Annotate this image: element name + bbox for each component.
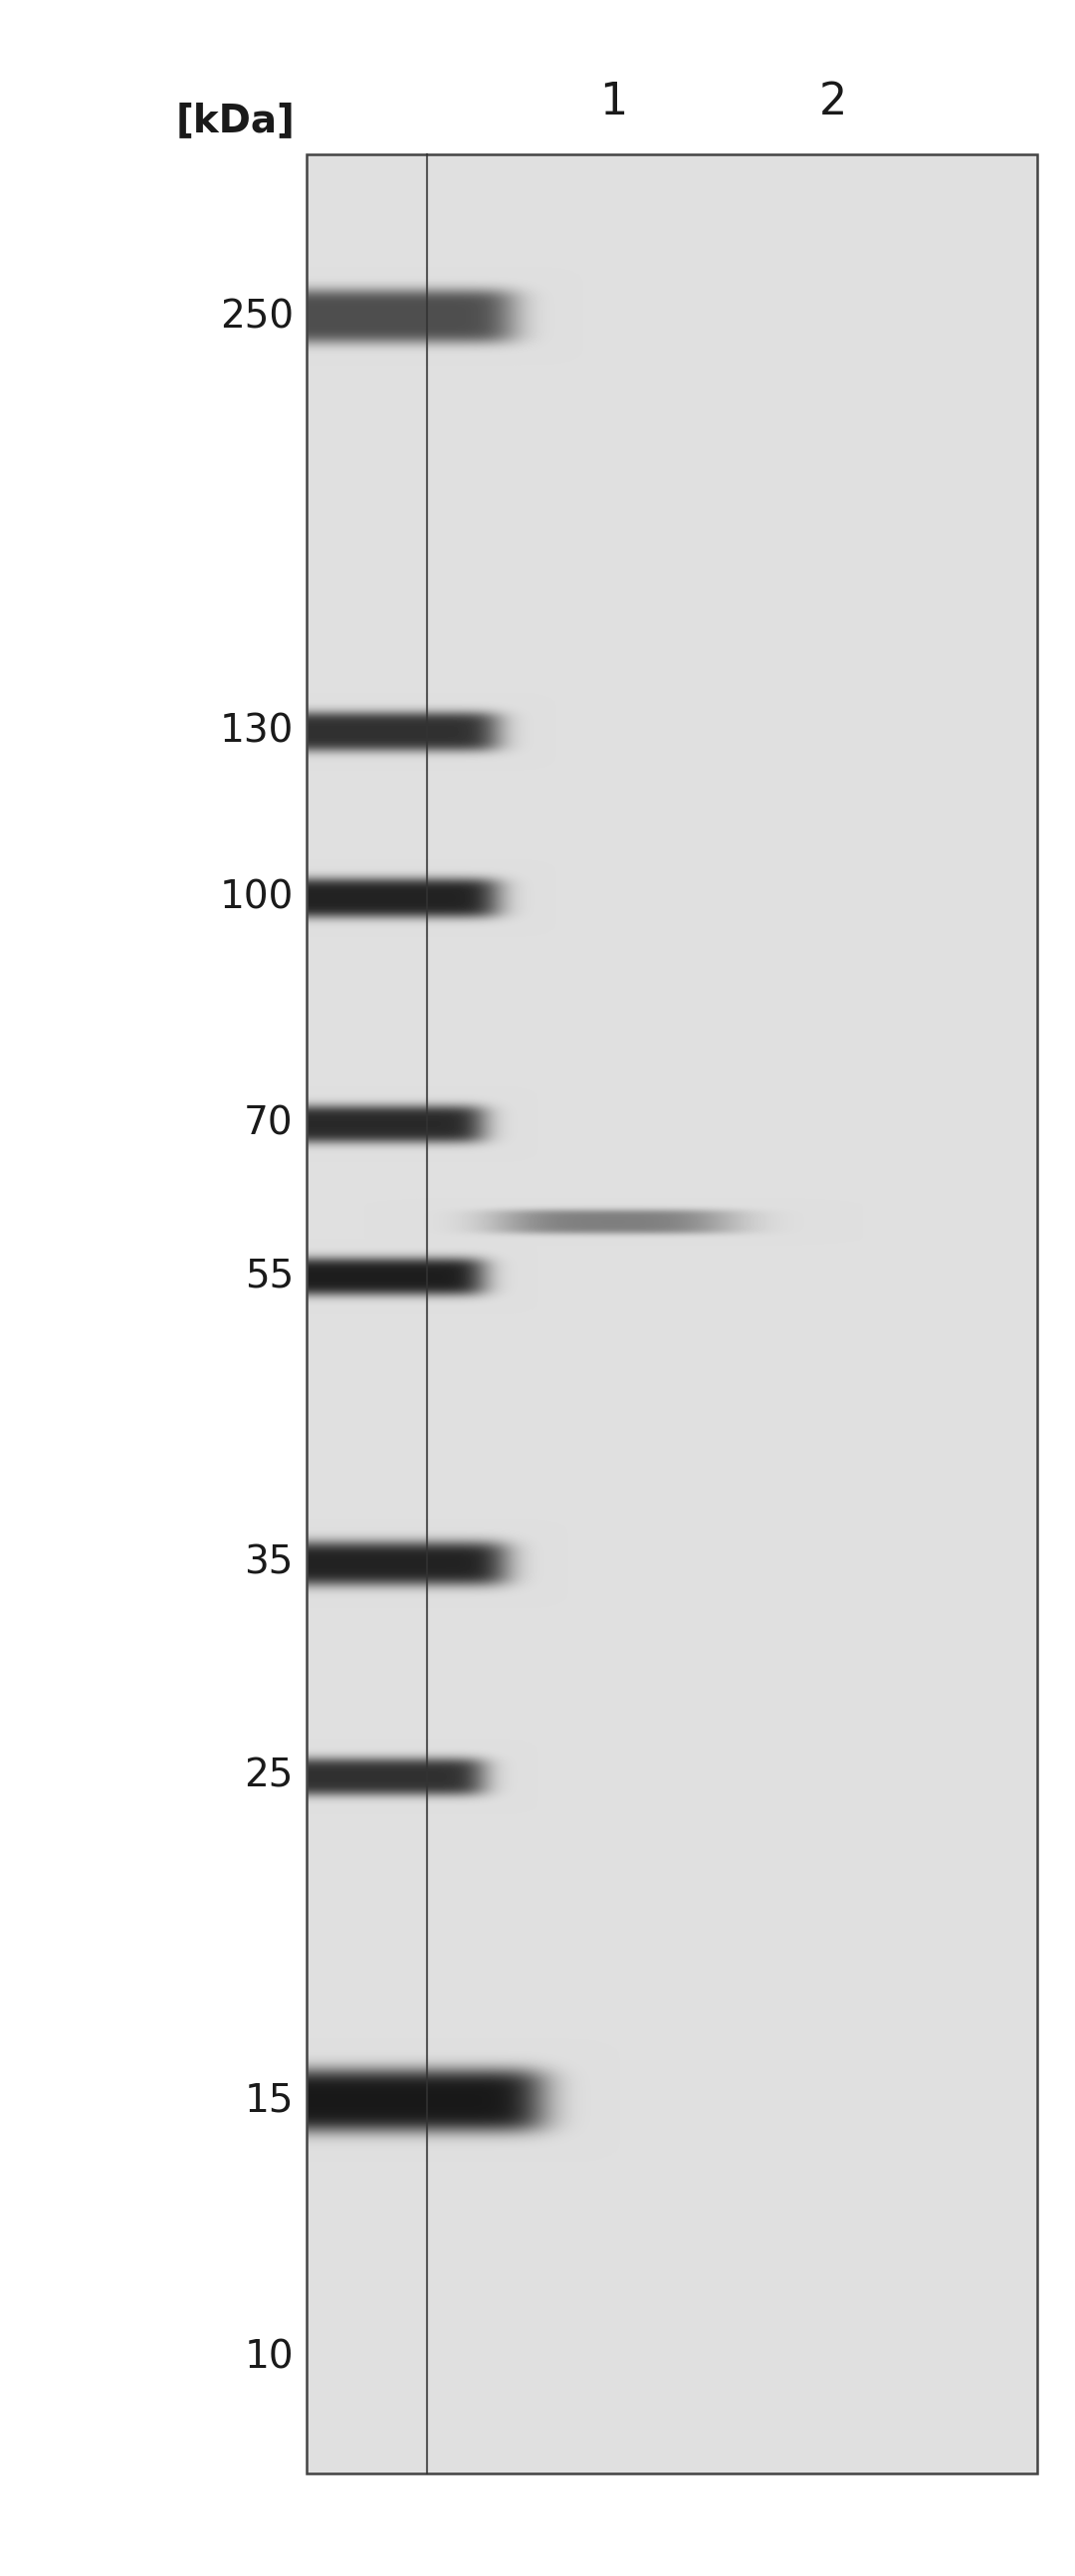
Text: 250: 250 [219,299,293,335]
Text: [kDa]: [kDa] [176,100,296,139]
Text: 130: 130 [219,714,293,750]
Text: 1: 1 [600,80,628,124]
Text: 70: 70 [244,1105,293,1144]
Text: 10: 10 [244,2339,293,2375]
Text: 2: 2 [818,80,847,124]
Text: 35: 35 [244,1543,293,1582]
Text: 55: 55 [244,1257,293,1296]
Text: 15: 15 [244,2081,293,2120]
Text: 25: 25 [244,1757,293,1795]
Bar [306,155,1037,2473]
Text: 100: 100 [219,878,293,917]
